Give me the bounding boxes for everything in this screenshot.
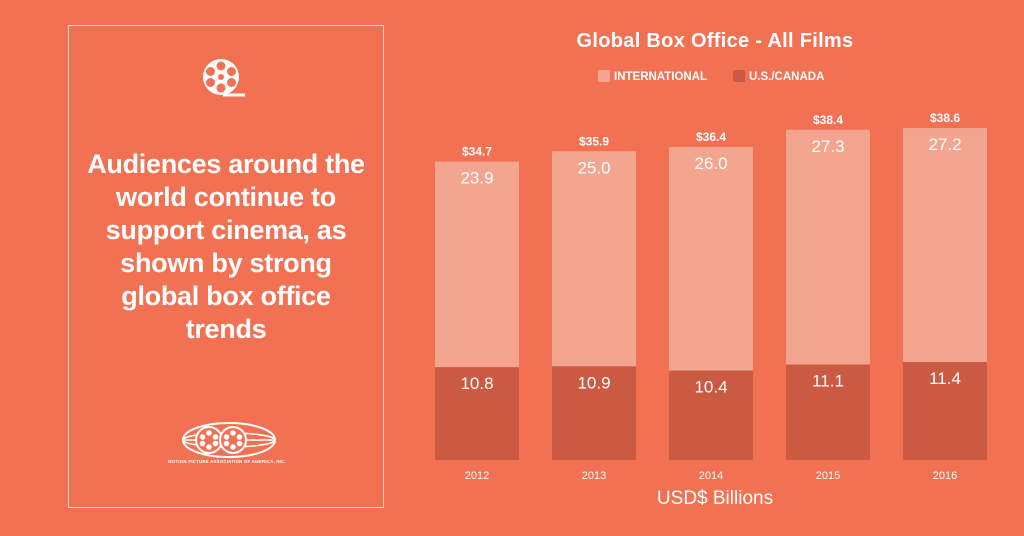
bar-us-canada-2012 — [435, 367, 519, 460]
legend-us-canada: U.S./CANADA — [733, 70, 824, 84]
total-label-2016: $38.6 — [930, 111, 960, 125]
bar-international-2012 — [435, 161, 519, 368]
bar-us-canada-2014 — [669, 370, 753, 460]
data-label-international-2013: 25.0 — [577, 158, 610, 177]
bar-us-canada-2016 — [903, 361, 987, 460]
data-label-international-2015: 27.3 — [811, 137, 844, 156]
data-label-us-canada-2013: 10.9 — [577, 373, 610, 392]
x-tick-label-2012: 2012 — [465, 470, 489, 482]
data-label-international-2016: 27.2 — [928, 135, 961, 154]
total-label-2014: $36.4 — [696, 130, 726, 144]
x-tick-label-2014: 2014 — [699, 470, 723, 482]
legend-us-canada-swatch — [733, 70, 745, 82]
bar-us-canada-2015 — [786, 364, 870, 460]
bar-us-canada-2013 — [552, 366, 636, 460]
legend-international-swatch — [598, 70, 610, 82]
bar-international-2013 — [552, 151, 636, 367]
info-panel: Audiences around the world continue to s… — [68, 25, 384, 508]
legend-international-label: INTERNATIONAL — [614, 71, 708, 83]
bar-international-2015 — [786, 129, 870, 365]
total-label-2012: $34.7 — [462, 145, 492, 159]
data-label-us-canada-2016: 11.4 — [929, 369, 961, 388]
total-label-2015: $38.4 — [813, 113, 843, 127]
film-reel-icon — [203, 59, 245, 97]
data-label-international-2012: 23.9 — [460, 169, 493, 188]
x-tick-label-2016: 2016 — [933, 470, 957, 482]
data-label-us-canada-2014: 10.4 — [694, 378, 727, 397]
total-label-2013: $35.9 — [579, 134, 609, 148]
bar-international-2016 — [903, 128, 987, 362]
data-label-international-2014: 26.0 — [694, 154, 727, 173]
panel-headline: Audiences around the world continue to s… — [87, 149, 365, 344]
legend-us-canada-label: U.S./CANADA — [749, 71, 825, 83]
bar-international-2014 — [669, 146, 753, 371]
x-axis-title: USD$ Billions — [656, 488, 774, 509]
globe-reels-logo — [182, 422, 276, 458]
data-label-us-canada-2012: 10.8 — [460, 374, 493, 393]
chart-title: Global Box Office - All Films — [576, 30, 854, 52]
data-label-us-canada-2015: 11.1 — [812, 372, 844, 391]
org-name: MOTION PICTURE ASSOCIATION OF AMERICA, I… — [168, 459, 286, 464]
x-tick-label-2013: 2013 — [582, 470, 606, 482]
x-tick-label-2015: 2015 — [816, 470, 840, 482]
legend-international: INTERNATIONAL — [598, 70, 707, 84]
